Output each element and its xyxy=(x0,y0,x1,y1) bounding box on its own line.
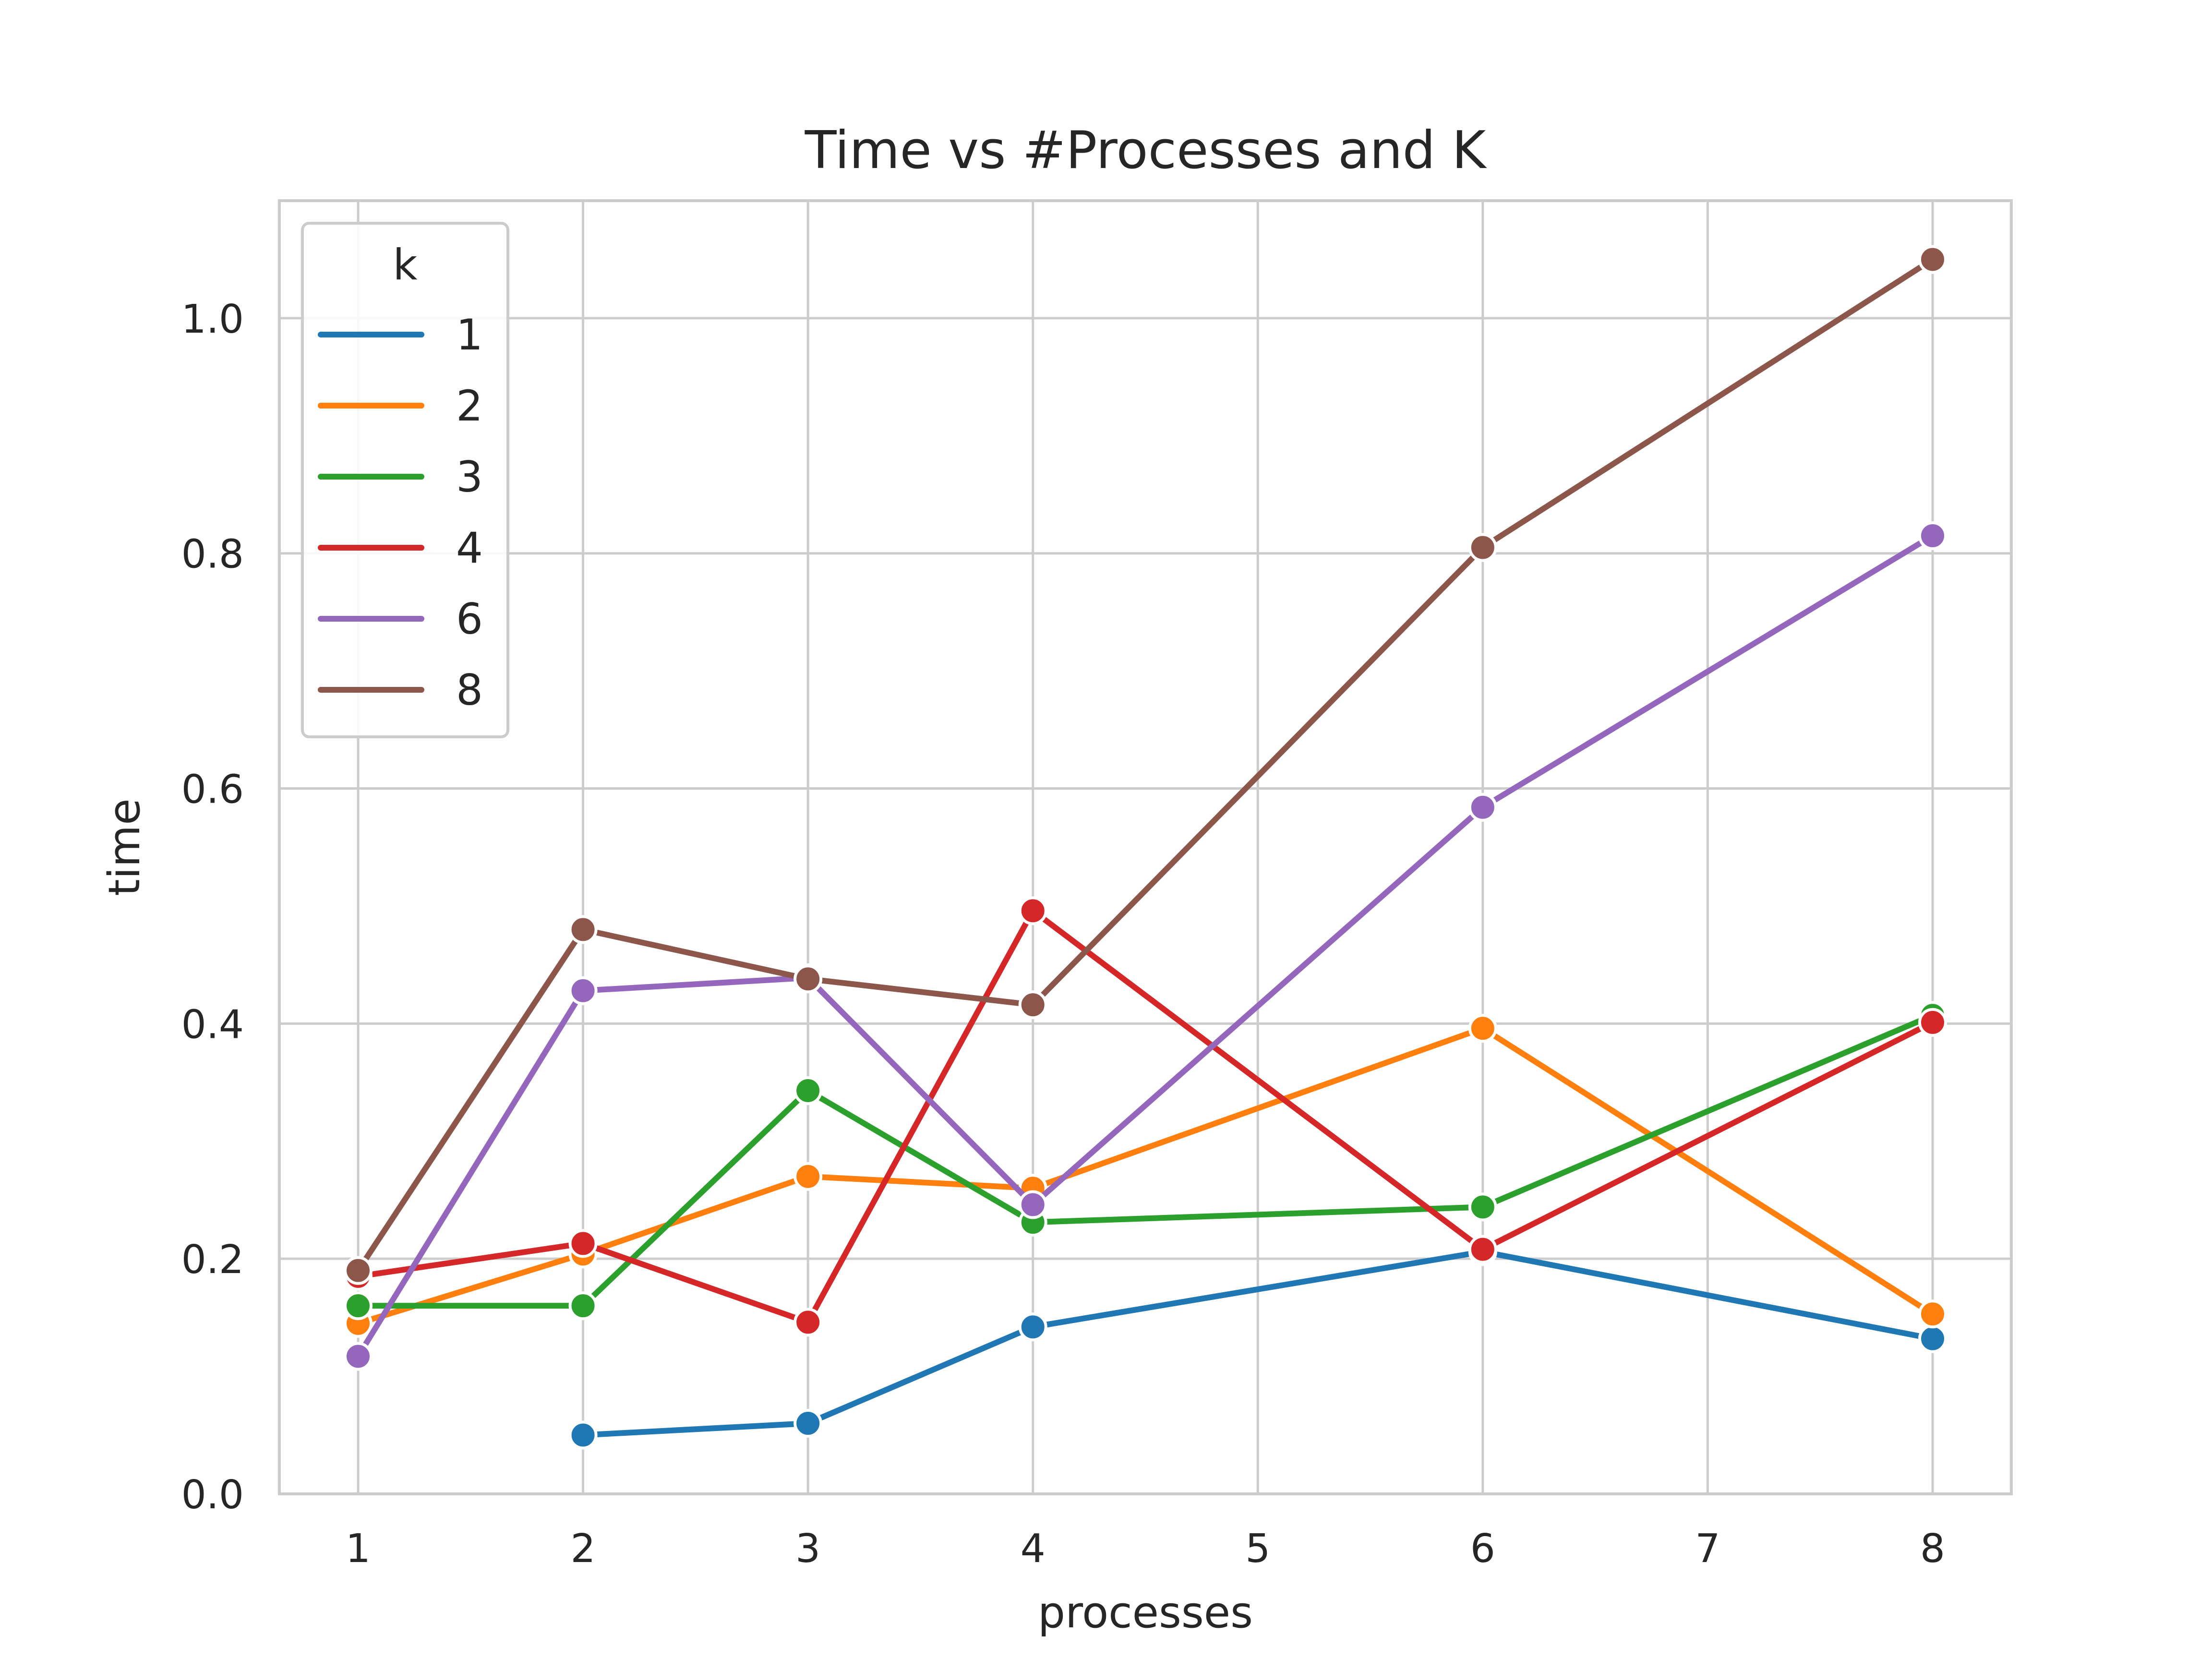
series-3 xyxy=(344,1001,1947,1321)
data-point xyxy=(344,1256,373,1285)
legend-item: 3 xyxy=(318,452,483,502)
series-line xyxy=(355,1025,1936,1326)
data-point xyxy=(1918,521,1947,550)
data-point xyxy=(1018,990,1047,1020)
data-point xyxy=(793,1076,823,1105)
x-tick-label: 2 xyxy=(570,1526,595,1572)
y-tick-label: 0.2 xyxy=(181,1237,244,1283)
series-4 xyxy=(344,896,1947,1337)
legend-item: 2 xyxy=(318,381,483,431)
data-point xyxy=(1918,1324,1947,1353)
x-axis-label: processes xyxy=(1038,1587,1253,1638)
tick-labels: 1 2 3 4 5 6 7 8 0.0 0.2 0.4 0.6 0.8 1.0 xyxy=(181,297,1946,1572)
x-tick-label: 1 xyxy=(346,1526,371,1572)
series-line xyxy=(355,1012,1936,1309)
data-point xyxy=(1018,1190,1047,1219)
grid-lines xyxy=(279,201,2011,1495)
data-point xyxy=(568,976,598,1005)
legend-item: 8 xyxy=(318,665,483,715)
data-point xyxy=(1468,1014,1497,1043)
data-point xyxy=(568,1420,598,1450)
legend-title: k xyxy=(393,240,418,289)
data-point xyxy=(1918,1008,1947,1037)
series-line xyxy=(355,256,1936,1274)
x-tick-label: 3 xyxy=(795,1526,820,1572)
x-tick-label: 5 xyxy=(1245,1526,1270,1572)
x-tick-label: 7 xyxy=(1695,1526,1720,1572)
data-point xyxy=(1468,793,1497,822)
series-8 xyxy=(344,245,1947,1285)
x-tick-label: 4 xyxy=(1021,1526,1046,1572)
legend-label: 2 xyxy=(456,381,483,431)
legend-label: 6 xyxy=(456,594,483,644)
legend-box xyxy=(301,222,509,738)
series-line xyxy=(355,908,1936,1325)
data-point xyxy=(1468,533,1497,562)
legend-label: 1 xyxy=(456,310,483,360)
legend-items: 1 2 3 4 6 8 xyxy=(318,310,483,715)
data-point xyxy=(1018,896,1047,926)
legend-item: 4 xyxy=(318,523,483,573)
data-point xyxy=(793,1409,823,1438)
y-tick-label: 1.0 xyxy=(181,297,244,342)
legend-label: 3 xyxy=(456,452,483,502)
data-point xyxy=(568,1291,598,1321)
data-point xyxy=(344,1342,373,1371)
series-6 xyxy=(344,521,1947,1371)
legend-label: 8 xyxy=(456,665,483,715)
data-point xyxy=(1918,245,1947,274)
y-tick-label: 0.4 xyxy=(181,1002,244,1047)
data-point xyxy=(1018,1312,1047,1342)
x-tick-label: 8 xyxy=(1920,1526,1945,1572)
data-point xyxy=(1468,1235,1497,1264)
x-tick-label: 6 xyxy=(1470,1526,1495,1572)
legend-label: 4 xyxy=(456,523,483,573)
legend: k 1 2 3 4 6 8 xyxy=(301,222,509,738)
data-point xyxy=(1468,1192,1497,1222)
series-2 xyxy=(344,1014,1947,1338)
data-point xyxy=(568,1229,598,1258)
data-point xyxy=(568,915,598,944)
legend-item: 6 xyxy=(318,594,483,644)
plot-frame xyxy=(278,199,2013,1495)
data-point xyxy=(344,1291,373,1321)
data-point xyxy=(1918,1299,1947,1329)
data-point xyxy=(793,1308,823,1337)
series-line xyxy=(355,532,1936,1359)
y-tick-label: 0.6 xyxy=(181,767,244,813)
series-lines xyxy=(344,245,1947,1450)
y-tick-label: 0.8 xyxy=(181,532,244,577)
data-point xyxy=(793,964,823,994)
y-axis-label: time xyxy=(99,798,150,896)
legend-item: 1 xyxy=(318,310,483,360)
data-point xyxy=(793,1162,823,1191)
chart-title: Time vs #Processes and K xyxy=(805,120,1488,180)
y-tick-label: 0.0 xyxy=(181,1472,244,1518)
